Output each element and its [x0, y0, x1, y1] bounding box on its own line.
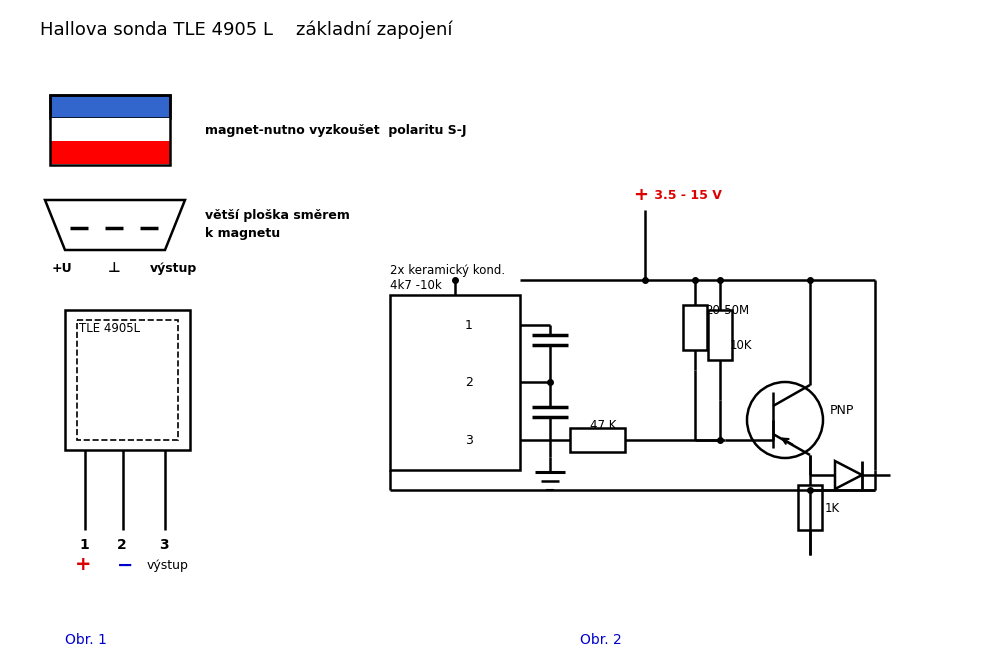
Text: 1K: 1K — [825, 502, 840, 514]
Bar — [77, 320, 178, 440]
Bar — [570, 428, 625, 452]
Bar — [50, 95, 170, 165]
Text: 2: 2 — [117, 538, 127, 552]
Text: −: − — [117, 556, 133, 574]
Text: 1: 1 — [465, 319, 473, 331]
Text: větší ploška směrem: větší ploška směrem — [205, 208, 350, 222]
Text: PNP: PNP — [830, 403, 854, 417]
Text: Hallova sonda TLE 4905 L    základní zapojení: Hallova sonda TLE 4905 L základní zapoje… — [40, 21, 452, 39]
Bar — [65, 310, 190, 450]
Bar — [708, 310, 732, 360]
Bar — [798, 485, 822, 530]
Bar — [50, 95, 170, 118]
Text: výstup: výstup — [147, 558, 189, 572]
Text: 3: 3 — [465, 434, 473, 446]
Text: 47 K: 47 K — [590, 418, 616, 432]
Text: Obr. 2: Obr. 2 — [580, 633, 622, 647]
Text: +: + — [633, 186, 648, 204]
Bar — [390, 295, 520, 470]
Text: +: + — [75, 556, 92, 574]
Text: 1: 1 — [79, 538, 89, 552]
Text: magnet-nutno vyzkoušet  polaritu S-J: magnet-nutno vyzkoušet polaritu S-J — [205, 124, 466, 136]
Text: TLE 4905L: TLE 4905L — [79, 321, 140, 335]
Bar — [50, 141, 170, 164]
Polygon shape — [45, 200, 185, 250]
Text: Obr. 1: Obr. 1 — [65, 633, 107, 647]
Text: k magnetu: k magnetu — [205, 226, 280, 240]
Bar — [50, 118, 170, 141]
Text: 2: 2 — [465, 375, 473, 389]
Polygon shape — [835, 461, 862, 489]
Text: 3.5 - 15 V: 3.5 - 15 V — [650, 188, 722, 202]
Bar — [683, 305, 707, 350]
Text: +U: +U — [52, 261, 73, 275]
Text: výstup: výstup — [150, 261, 197, 275]
Text: 2x keramický kond.
4k7 -10k: 2x keramický kond. 4k7 -10k — [390, 264, 505, 292]
Text: 20-50M: 20-50M — [705, 303, 749, 317]
Text: 3: 3 — [159, 538, 169, 552]
Text: ⊥: ⊥ — [108, 261, 121, 275]
Text: 10K: 10K — [730, 339, 753, 351]
